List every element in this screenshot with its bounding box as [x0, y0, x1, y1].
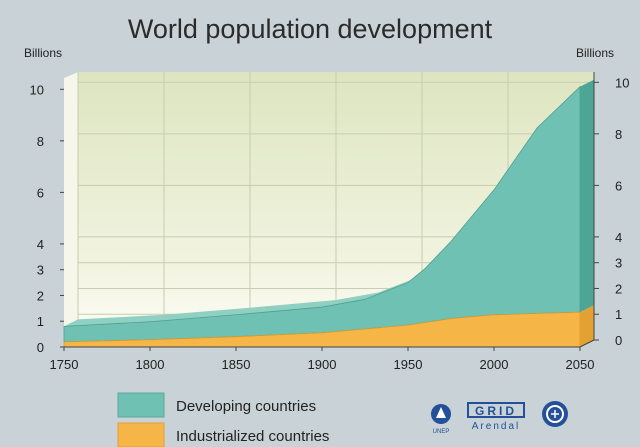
axes: 1750 1800 1850 1900 1950 2000 2050 0 1 2 3 4 6 8 10 0 1 2…	[30, 72, 629, 372]
y-tick-label-left: 2	[37, 288, 44, 303]
y-tick-label-left: 8	[37, 134, 44, 149]
industrialized-side-face	[580, 305, 594, 347]
y-tick-label-right: 8	[615, 127, 622, 142]
x-tick-label: 1950	[394, 357, 423, 372]
areas	[63, 79, 594, 348]
developing-side-face	[580, 79, 594, 313]
arendal-logo-text: Arendal	[472, 421, 520, 432]
legend: Developing countries Industrialized coun…	[117, 392, 329, 447]
legend-label-developing: Developing countries	[176, 398, 316, 415]
legend-swatch-developing	[117, 392, 165, 418]
y-tick-label-right: 4	[615, 230, 622, 245]
y-tick-label-left: 10	[30, 82, 44, 97]
un-logo	[542, 401, 568, 427]
y-tick-label-left: 6	[37, 185, 44, 200]
y-tick-label-left: 1	[37, 314, 44, 329]
y-tick-label-right: 0	[615, 333, 622, 348]
y-tick-label-left: 4	[37, 237, 44, 252]
y-tick-label-right: 2	[615, 281, 622, 296]
unep-logo: UNEP	[431, 404, 451, 435]
y-tick-label-left: 0	[37, 340, 44, 355]
right-axis-unit-label: Billions	[576, 46, 614, 60]
x-tick-label: 1900	[308, 357, 337, 372]
y-tick-label-right: 10	[615, 75, 629, 90]
legend-swatch-industrialized	[117, 422, 165, 447]
x-tick-label: 2050	[566, 357, 595, 372]
x-axis-depth-line	[579, 339, 595, 348]
x-tick-label: 1850	[222, 357, 251, 372]
chart-title: World population development	[128, 14, 493, 44]
y-tick-label-right: 6	[615, 178, 622, 193]
logos: UNEP GRID Arendal	[431, 401, 568, 435]
left-axis-unit-label: Billions	[24, 46, 62, 60]
y-tick-label-left: 3	[37, 263, 44, 278]
y-tick-label-right: 3	[615, 256, 622, 271]
plot-left-wall	[64, 72, 78, 347]
grid-logo-text: GRID	[475, 404, 517, 418]
x-tick-label: 2000	[480, 357, 509, 372]
grid-arendal-logo: GRID Arendal	[467, 402, 525, 432]
x-tick-label: 1750	[50, 357, 79, 372]
y-tick-label-right: 1	[615, 307, 622, 322]
legend-label-industrialized: Industrialized countries	[176, 428, 329, 445]
x-tick-label: 1800	[136, 357, 165, 372]
svg-text:UNEP: UNEP	[433, 429, 450, 435]
